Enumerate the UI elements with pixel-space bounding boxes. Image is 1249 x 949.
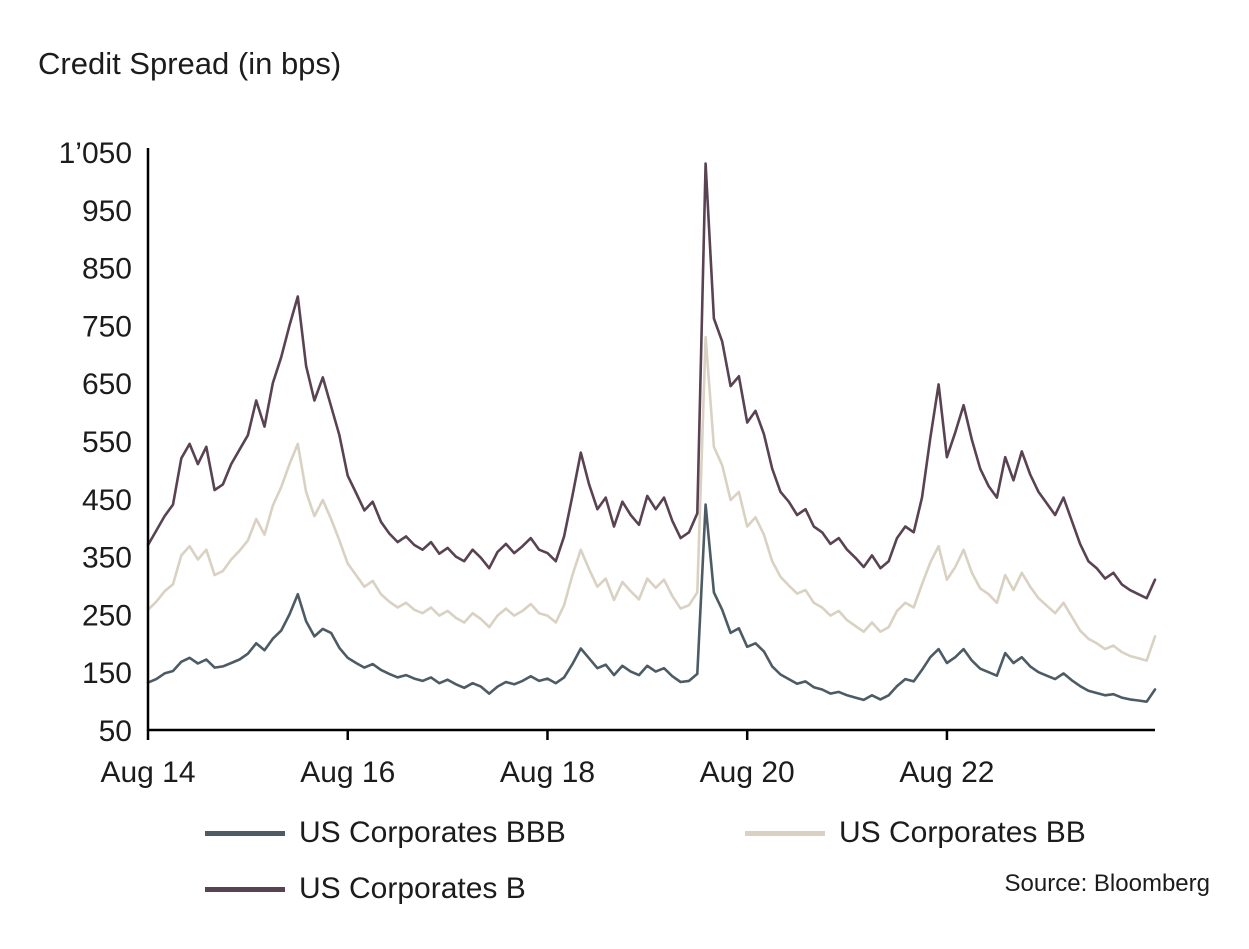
y-tick-label: 350 — [82, 542, 132, 575]
y-tick-label: 850 — [82, 253, 132, 286]
series-line-us-corporates-bbb — [146, 503, 1157, 704]
series-line-us-corporates-bb — [146, 335, 1157, 662]
y-tick-label: 750 — [82, 310, 132, 343]
legend-item-us-corporates-bb: US Corporates BB — [745, 816, 1086, 850]
x-tick-label: Aug 16 — [300, 756, 395, 789]
legend-label-us-corporates-b: US Corporates B — [299, 872, 526, 905]
y-tick-label: 250 — [82, 599, 132, 632]
y-tick-label: 1’050 — [59, 137, 132, 170]
y-tick-label: 450 — [82, 484, 132, 517]
legend-item-us-corporates-bbb: US Corporates BBB — [205, 816, 566, 850]
x-tick-label: Aug 14 — [100, 756, 195, 789]
chart-title: Credit Spread (in bps) — [38, 46, 342, 81]
y-tick-label: 650 — [82, 368, 132, 401]
y-tick-label: 50 — [99, 715, 132, 748]
legend-line-us-corporates-bb — [745, 830, 825, 836]
source-label: Source: Bloomberg — [1004, 870, 1210, 897]
legend-item-us-corporates-b: US Corporates B — [205, 872, 526, 906]
series-line-us-corporates-b — [146, 162, 1157, 600]
y-tick-label: 150 — [82, 657, 132, 690]
legend-line-us-corporates-b — [205, 886, 285, 892]
y-tick-label: 550 — [82, 426, 132, 459]
legend-line-us-corporates-bbb — [205, 830, 285, 836]
legend-label-us-corporates-bbb: US Corporates BBB — [299, 816, 566, 849]
x-tick-label: Aug 18 — [500, 756, 595, 789]
x-tick-label: Aug 20 — [700, 756, 795, 789]
legend-label-us-corporates-bb: US Corporates BB — [839, 816, 1086, 849]
x-tick-label: Aug 22 — [899, 756, 994, 789]
y-tick-label: 950 — [82, 195, 132, 228]
